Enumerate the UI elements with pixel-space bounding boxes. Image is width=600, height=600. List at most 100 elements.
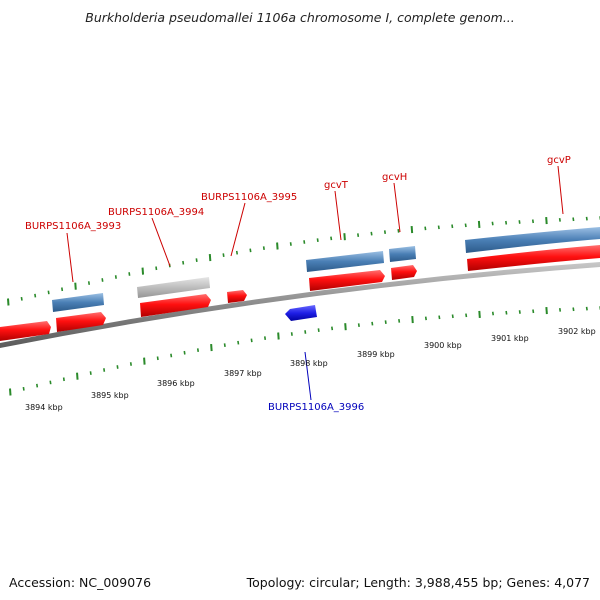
- minor-tick: [572, 307, 575, 312]
- minor-tick: [128, 272, 131, 276]
- minor-tick: [531, 219, 535, 224]
- minor-tick: [491, 221, 494, 226]
- gene-label-3993: BURPS1106A_3993: [25, 221, 121, 232]
- scale-label: 3894 kbp: [25, 403, 63, 412]
- minor-tick: [196, 348, 200, 352]
- minor-tick: [237, 340, 240, 345]
- minor-tick: [424, 316, 427, 321]
- minor-tick: [61, 287, 64, 292]
- scale-label: 3898 kbp: [290, 359, 328, 368]
- cds-arrow-gcvH: [391, 265, 417, 280]
- minor-tick: [87, 281, 91, 285]
- minor-tick: [290, 332, 293, 336]
- minor-tick: [465, 313, 468, 318]
- minor-tick: [303, 240, 306, 244]
- cds-arrow-3993: [56, 312, 106, 332]
- leader-line-3996: [304, 351, 312, 401]
- major-tick: [344, 323, 347, 331]
- major-tick: [76, 372, 79, 380]
- major-tick: [477, 220, 481, 228]
- minor-tick: [558, 308, 562, 312]
- minor-tick: [424, 226, 427, 231]
- minor-tick: [518, 220, 521, 224]
- minor-tick: [155, 266, 158, 271]
- minor-tick: [572, 217, 575, 222]
- genome-stats-text: Topology: circular; Length: 3,988,455 bp…: [246, 575, 590, 590]
- minor-tick: [34, 293, 37, 298]
- minor-tick: [518, 310, 521, 314]
- minor-tick: [262, 246, 265, 251]
- major-tick: [276, 242, 279, 250]
- major-tick: [74, 282, 77, 290]
- minor-tick: [101, 278, 104, 282]
- cds-arrow-3994: [140, 294, 211, 317]
- major-tick: [410, 226, 414, 234]
- major-tick: [478, 310, 481, 318]
- outer-tick-ring: [7, 216, 600, 306]
- leader-line-3994: [151, 217, 171, 267]
- minor-tick: [114, 275, 117, 279]
- minor-tick: [383, 230, 387, 235]
- cds-arrow-left-edge: [0, 321, 51, 341]
- minor-tick: [304, 330, 307, 334]
- minor-tick: [437, 225, 440, 230]
- accession-text: Accession: NC_009076: [9, 575, 152, 590]
- scale-label: 3896 kbp: [157, 379, 195, 388]
- minor-tick: [170, 353, 173, 358]
- page-title: Burkholderia pseudomallei 1106a chromoso…: [85, 10, 515, 25]
- minor-tick: [330, 236, 333, 241]
- minor-tick: [317, 328, 320, 332]
- gene-bar-gcvP: [465, 227, 600, 253]
- cds-arrow-3995: [227, 290, 247, 303]
- major-tick: [210, 343, 213, 352]
- minor-tick: [384, 320, 387, 325]
- minor-tick: [585, 216, 588, 221]
- minor-tick: [103, 368, 106, 372]
- minor-tick: [289, 242, 292, 246]
- gene-label-3996: BURPS1106A_3996: [268, 402, 364, 413]
- gene-bar-3993: [52, 293, 104, 312]
- major-tick: [9, 388, 12, 396]
- minor-tick: [36, 383, 39, 388]
- minor-tick: [129, 362, 132, 366]
- leader-line-3995: [230, 202, 246, 257]
- gene-bar-3994: [137, 277, 210, 298]
- minor-tick: [331, 326, 334, 331]
- minor-tick: [371, 321, 374, 326]
- minor-tick: [250, 338, 253, 343]
- scale-label: 3902 kbp: [558, 327, 596, 336]
- minor-tick: [116, 365, 119, 369]
- major-tick: [545, 216, 548, 225]
- minor-tick: [249, 248, 252, 253]
- major-tick: [277, 332, 280, 340]
- scale-tick-ring: [9, 306, 600, 396]
- leader-line-gcvH: [393, 182, 401, 233]
- scale-label: 3900 kbp: [424, 341, 462, 350]
- gene-bar-gcvH: [389, 246, 416, 262]
- scale-label: 3897 kbp: [224, 369, 262, 378]
- cds-arrow-3996: [285, 305, 317, 321]
- gene-label-gcvH: gcvH: [382, 172, 407, 183]
- cds-arrow-gcvT: [309, 270, 385, 291]
- minor-tick: [438, 315, 441, 320]
- leader-line-gcvP: [557, 165, 564, 215]
- leader-line-gcvT: [334, 190, 342, 241]
- major-tick: [411, 316, 414, 324]
- minor-tick: [505, 310, 508, 315]
- gene-label-3995: BURPS1106A_3995: [201, 192, 297, 203]
- major-tick: [143, 357, 146, 365]
- gene-bar-gcvT: [306, 251, 384, 272]
- gene-label-gcvP: gcvP: [547, 155, 571, 166]
- major-tick: [7, 298, 10, 306]
- minor-tick: [20, 296, 23, 301]
- scale-label: 3901 kbp: [491, 334, 529, 343]
- minor-tick: [235, 250, 239, 255]
- minor-tick: [370, 231, 373, 236]
- scale-label: 3895 kbp: [91, 391, 129, 400]
- minor-tick: [195, 258, 198, 262]
- gene-label-3994: BURPS1106A_3994: [108, 207, 204, 218]
- gene-label-gcvT: gcvT: [324, 180, 349, 191]
- major-tick: [545, 306, 548, 315]
- minor-tick: [357, 323, 360, 327]
